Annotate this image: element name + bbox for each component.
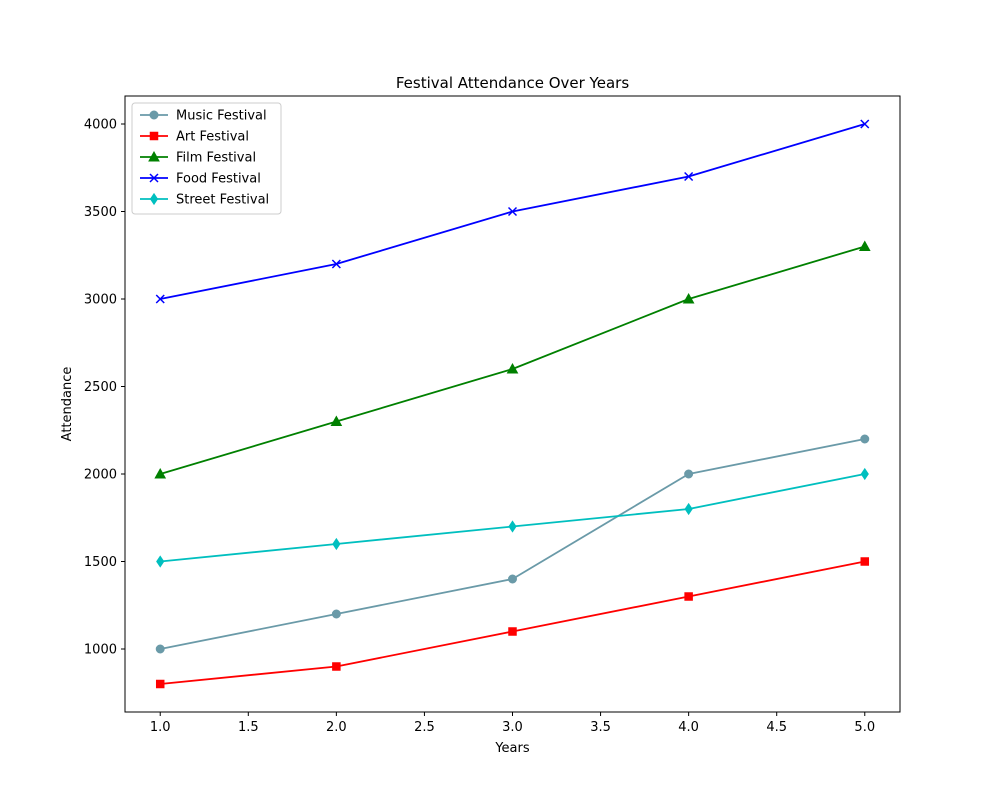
data-point [508, 520, 517, 533]
data-point [684, 171, 694, 182]
y-tick-label: 3000 [84, 293, 117, 308]
x-tick-label: 4.0 [678, 720, 699, 735]
x-tick-label: 4.5 [766, 720, 787, 735]
legend-item: Film Festival [140, 151, 256, 166]
data-point [860, 119, 870, 129]
data-point [332, 537, 341, 551]
data-point [858, 240, 871, 251]
series-0 [155, 434, 870, 654]
data-point [155, 644, 165, 654]
y-tick-label: 2000 [84, 468, 117, 483]
legend-swatch-marker [148, 150, 160, 162]
series-layer [154, 119, 871, 689]
y-tick-label: 2500 [84, 380, 117, 395]
legend-swatch-marker [149, 192, 159, 206]
legend-label: Street Festival [176, 193, 269, 208]
y-axis: 1000 1500 2000 2500 3000 3500 4000 [84, 118, 125, 658]
data-point [507, 206, 518, 217]
x-tick-label: 3.5 [590, 720, 611, 735]
x-tick-label: 2.5 [414, 720, 435, 735]
legend-swatch-marker [149, 110, 159, 120]
legend-box [131, 102, 282, 215]
chart-title: Festival Attendance Over Years [396, 74, 629, 92]
data-point [684, 592, 693, 601]
x-tick-label: 5.0 [854, 720, 875, 735]
legend-label: Food Festival [176, 172, 261, 187]
y-axis-title: Attendance [60, 367, 75, 442]
legend-label: Art Festival [176, 130, 249, 145]
y-tick-label: 1000 [84, 643, 117, 658]
series-2 [154, 240, 871, 479]
data-point [155, 679, 165, 689]
legend-swatch-marker [149, 131, 159, 141]
series-4 [156, 467, 869, 568]
data-point [156, 555, 165, 568]
x-axis-title: Years [494, 741, 530, 756]
y-tick-label: 4000 [84, 118, 117, 133]
data-point [155, 294, 165, 304]
data-point [860, 557, 870, 566]
data-point [506, 362, 519, 374]
legend-label: Music Festival [176, 109, 267, 124]
data-point [860, 434, 870, 444]
legend-item: Food Festival [140, 172, 261, 187]
data-point [684, 502, 693, 516]
data-point [331, 609, 341, 619]
legend: Music Festival Art Festival Film Festival F… [131, 102, 282, 215]
y-tick-label: 1500 [84, 555, 117, 570]
x-tick-label: 3.0 [502, 720, 523, 735]
legend-item: Art Festival [140, 130, 249, 145]
legend-swatch-marker [149, 173, 159, 183]
legend-item: Street Festival [140, 193, 269, 208]
x-axis: 1.0 1.5 2.0 2.5 3.0 3.5 4.0 4.5 5.0 [150, 712, 875, 735]
data-point [684, 469, 694, 479]
data-point [332, 662, 341, 671]
data-point [682, 292, 695, 304]
x-tick-label: 1.5 [238, 720, 259, 735]
y-tick-label: 3500 [84, 205, 117, 220]
data-point [331, 259, 341, 269]
data-point [508, 574, 517, 584]
series-1 [155, 557, 870, 689]
data-point [860, 467, 869, 481]
data-point [154, 467, 167, 479]
data-point [330, 415, 343, 426]
data-point [508, 627, 517, 636]
x-tick-label: 1.0 [150, 720, 171, 735]
legend-label: Film Festival [176, 151, 256, 166]
legend-item: Music Festival [140, 109, 267, 124]
series-3 [155, 119, 870, 304]
x-tick-label: 2.0 [326, 720, 347, 735]
